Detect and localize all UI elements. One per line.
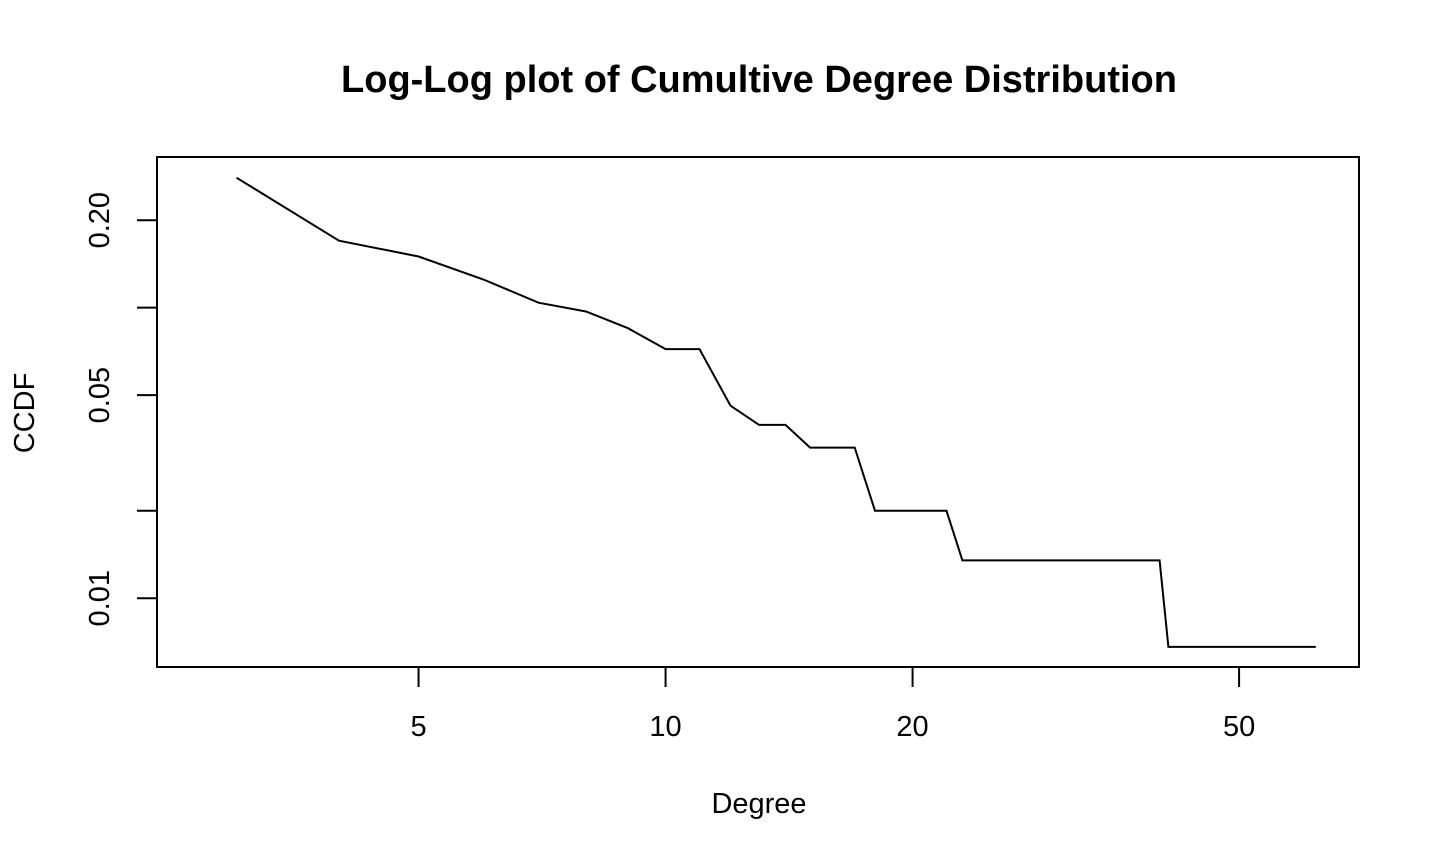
x-axis: 5 10 20 50 (410, 667, 1255, 743)
x-tick-label: 5 (410, 711, 426, 743)
y-axis-label: CCDF (9, 373, 41, 454)
y-tick-label: 0.01 (84, 570, 116, 626)
x-tick-label: 10 (649, 711, 681, 743)
chart-title: Log-Log plot of Cumultive Degree Distrib… (341, 59, 1177, 101)
y-axis: 0.01 0.05 0.20 (84, 192, 157, 626)
plot-frame (156, 156, 1360, 668)
x-axis-label: Degree (711, 788, 806, 820)
y-tick-label: 0.05 (84, 367, 116, 423)
ccdf-series-line (235, 176, 1316, 648)
x-tick-label: 20 (896, 711, 928, 743)
x-tick-label: 50 (1223, 711, 1255, 743)
y-tick-label: 0.20 (84, 192, 116, 248)
